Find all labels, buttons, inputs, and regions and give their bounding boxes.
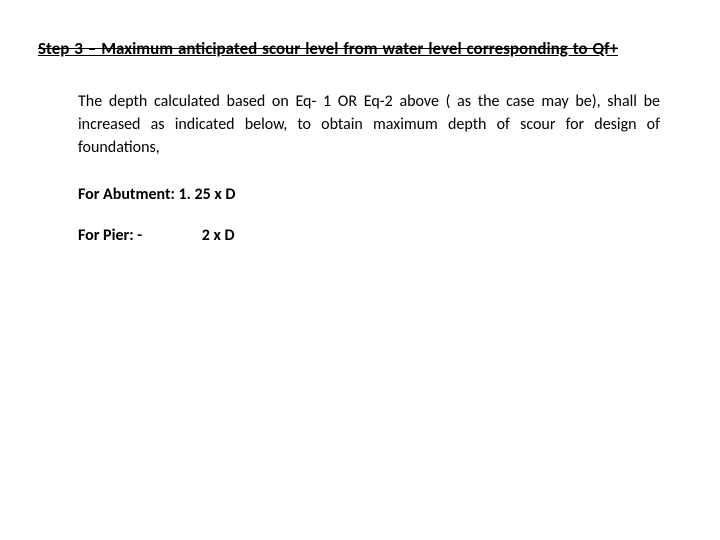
heading-tail-text: Qf+ bbox=[592, 38, 618, 59]
document-page: Step 3 – Maximum anticipated scour level… bbox=[0, 0, 720, 540]
pier-line: For Pier: - 2 x D bbox=[78, 226, 660, 245]
body-paragraph: The depth calculated based on Eq- 1 OR E… bbox=[78, 90, 660, 160]
pier-value: 2 x D bbox=[202, 226, 235, 245]
step-heading: Step 3 – Maximum anticipated scour level… bbox=[38, 36, 618, 62]
body-container: The depth calculated based on Eq- 1 OR E… bbox=[38, 90, 660, 246]
heading-struck-text: Step 3 – Maximum anticipated scour level… bbox=[38, 38, 592, 59]
pier-label: For Pier: - bbox=[78, 226, 142, 245]
abutment-line: For Abutment: 1. 25 x D bbox=[78, 185, 660, 204]
